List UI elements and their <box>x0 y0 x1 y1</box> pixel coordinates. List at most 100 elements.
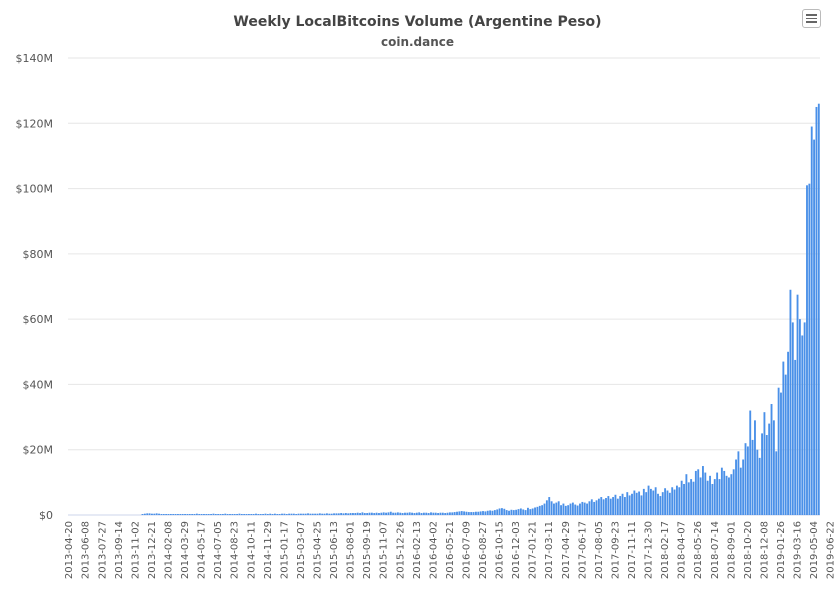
bar[interactable] <box>673 489 676 515</box>
bar[interactable] <box>654 487 657 515</box>
bar[interactable] <box>460 511 463 515</box>
bar[interactable] <box>281 513 283 515</box>
bar[interactable] <box>453 512 456 515</box>
bar[interactable] <box>418 512 421 515</box>
bar[interactable] <box>631 493 633 515</box>
bar[interactable] <box>794 359 797 515</box>
bar[interactable] <box>562 503 565 515</box>
bar[interactable] <box>347 513 350 515</box>
bar[interactable] <box>252 514 255 515</box>
bar[interactable] <box>787 351 790 515</box>
bar[interactable] <box>153 513 156 515</box>
bar[interactable] <box>548 497 551 515</box>
bar[interactable] <box>224 513 227 515</box>
bar[interactable] <box>791 322 794 515</box>
bar[interactable] <box>801 335 804 515</box>
bar[interactable] <box>668 492 671 515</box>
bar[interactable] <box>141 514 144 515</box>
bar[interactable] <box>725 475 728 515</box>
bar[interactable] <box>446 512 449 515</box>
bar[interactable] <box>685 474 688 515</box>
bar[interactable] <box>210 514 213 515</box>
bar[interactable] <box>690 479 693 515</box>
bar[interactable] <box>491 510 494 515</box>
bar[interactable] <box>706 480 709 515</box>
bar[interactable] <box>765 435 768 515</box>
bar[interactable] <box>439 512 442 515</box>
bar[interactable] <box>143 513 146 515</box>
bar[interactable] <box>394 512 397 515</box>
bar[interactable] <box>432 512 435 515</box>
bar[interactable] <box>484 511 487 515</box>
bar[interactable] <box>702 466 704 515</box>
bar[interactable] <box>482 511 484 515</box>
bar[interactable] <box>579 503 581 515</box>
bar[interactable] <box>219 514 222 515</box>
bar[interactable] <box>233 514 236 515</box>
bar[interactable] <box>430 512 432 515</box>
bar[interactable] <box>304 513 307 515</box>
bar[interactable] <box>609 498 612 515</box>
bar[interactable] <box>259 514 262 515</box>
bar[interactable] <box>510 509 513 515</box>
bar[interactable] <box>813 139 816 515</box>
bar[interactable] <box>728 477 730 515</box>
bar[interactable] <box>198 514 201 515</box>
bar[interactable] <box>337 513 340 515</box>
bar[interactable] <box>387 512 390 515</box>
bar[interactable] <box>746 446 749 515</box>
bar[interactable] <box>437 513 440 515</box>
bar[interactable] <box>349 513 352 515</box>
bar[interactable] <box>172 514 175 515</box>
bar[interactable] <box>694 470 697 515</box>
bar[interactable] <box>557 501 560 515</box>
bar[interactable] <box>730 474 733 515</box>
bar[interactable] <box>735 459 737 515</box>
bar[interactable] <box>448 512 451 515</box>
bar[interactable] <box>404 512 406 515</box>
bar[interactable] <box>302 513 305 515</box>
bar[interactable] <box>411 512 414 515</box>
bar[interactable] <box>271 514 274 515</box>
bar[interactable] <box>186 514 189 515</box>
bar[interactable] <box>756 449 759 515</box>
bar[interactable] <box>675 485 678 515</box>
bar[interactable] <box>373 513 376 515</box>
bar[interactable] <box>474 511 477 515</box>
bar[interactable] <box>713 479 716 515</box>
bar[interactable] <box>155 513 158 515</box>
bar[interactable] <box>467 512 470 515</box>
bar[interactable] <box>501 508 503 515</box>
bar[interactable] <box>621 493 624 515</box>
bar[interactable] <box>214 514 217 515</box>
bar[interactable] <box>616 498 619 515</box>
bar[interactable] <box>425 512 428 515</box>
bar[interactable] <box>699 477 702 515</box>
bar[interactable] <box>288 513 291 515</box>
bar[interactable] <box>221 514 224 515</box>
bar[interactable] <box>344 513 347 515</box>
bar[interactable] <box>363 513 366 515</box>
bar[interactable] <box>311 513 314 515</box>
bar[interactable] <box>782 361 785 515</box>
bar[interactable] <box>623 497 626 515</box>
bar[interactable] <box>160 514 163 515</box>
bar[interactable] <box>290 513 293 515</box>
bar[interactable] <box>375 512 378 515</box>
bar[interactable] <box>569 503 572 515</box>
bar[interactable] <box>709 475 711 515</box>
bar[interactable] <box>191 514 194 515</box>
bar[interactable] <box>737 451 740 515</box>
bar[interactable] <box>553 503 555 515</box>
bar[interactable] <box>600 497 603 515</box>
bar[interactable] <box>434 512 437 515</box>
bar[interactable] <box>356 512 359 515</box>
bar[interactable] <box>392 512 395 515</box>
bar[interactable] <box>292 513 295 515</box>
bar[interactable] <box>687 482 690 515</box>
bar[interactable] <box>366 513 369 515</box>
bar[interactable] <box>560 505 562 515</box>
bar[interactable] <box>420 513 423 515</box>
bar[interactable] <box>789 289 792 515</box>
bar[interactable] <box>803 322 806 515</box>
